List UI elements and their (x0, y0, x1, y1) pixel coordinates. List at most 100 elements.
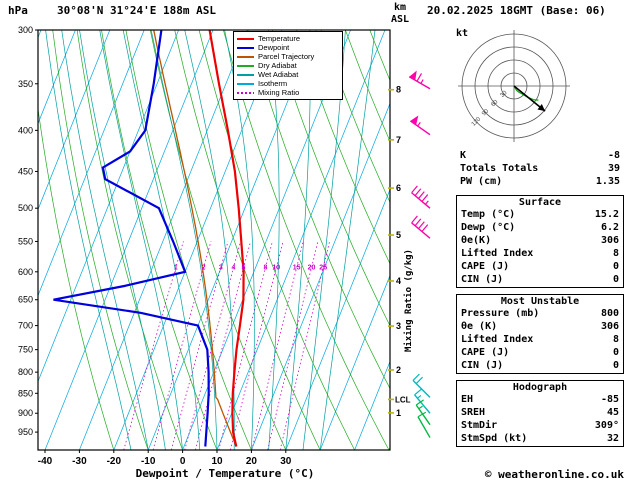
svg-text:120: 120 (471, 116, 483, 128)
stat-label: CIN (J) (461, 360, 504, 371)
svg-text:300: 300 (18, 25, 33, 35)
indices-table: K -8 Totals Totals 39 PW (cm) 1.35 (456, 150, 624, 189)
hodograph-table-title: Hodograph (512, 382, 568, 393)
stat-row: K -8 (456, 150, 624, 163)
svg-text:90: 90 (481, 108, 490, 117)
svg-text:-20: -20 (107, 456, 122, 467)
stat-label: PW (cm) (460, 176, 503, 187)
stat-label: K (460, 150, 467, 161)
stat-label: θe(K) (461, 235, 492, 246)
svg-text:7: 7 (396, 135, 401, 145)
stat-value: -85 (600, 394, 619, 405)
stat-row: θe(K) 306 (457, 235, 623, 248)
parcel-line-swatch (237, 55, 254, 58)
plot-frame (37, 29, 391, 451)
svg-text:30: 30 (500, 90, 509, 99)
station-title: 30°08'N 31°24'E 188m ASL (57, 4, 216, 17)
stat-label: CAPE (J) (461, 347, 510, 358)
legend-item-wet-adiabat: Wet Adiabat (237, 70, 339, 79)
surface-table-rows: Temp (°C) 15.2 Dewp (°C) 6.2 θe(K) 306 Lifted … (457, 209, 623, 287)
legend-item-parcel: Parcel Trajectory (237, 52, 339, 61)
temperature-line-swatch (237, 37, 254, 40)
legend-item-isotherm: Isotherm (237, 79, 339, 88)
svg-text:1: 1 (396, 408, 401, 418)
stat-row: StmSpd (kt) 32 (457, 433, 623, 446)
temperature-curve (208, 30, 245, 447)
hodograph-unit-label: kt (456, 28, 469, 39)
stat-row: Dewp (°C) 6.2 (457, 222, 623, 235)
mixing-ratio-line-swatch (237, 91, 254, 94)
dry-adiabat-line-swatch (237, 64, 254, 67)
stat-label: Lifted Index (461, 248, 534, 259)
stat-row: CAPE (J) 0 (457, 347, 623, 360)
stat-row: θe (K) 306 (457, 321, 623, 334)
surface-table-title: Surface (518, 197, 562, 208)
most-unstable-table: Most Unstable Pressure (mb) 800 θe (K) 306 L… (456, 294, 624, 374)
most-unstable-table-rows: Pressure (mb) 800 θe (K) 306 Lifted Index 8 CA… (457, 308, 623, 373)
stat-label: CIN (J) (461, 274, 504, 285)
svg-text:650: 650 (18, 295, 33, 305)
stat-label: Lifted Index (461, 334, 534, 345)
dewpoint-line-swatch (237, 46, 254, 49)
stat-value: 800 (600, 308, 619, 319)
x-axis-title: Dewpoint / Temperature (°C) (135, 467, 315, 480)
svg-text:8: 8 (396, 85, 401, 95)
svg-text:750: 750 (18, 345, 33, 355)
copyright: © weatheronline.co.uk (484, 468, 624, 481)
altitude-axis: 8 7 6 5 4 3 2 1 LCL (388, 85, 411, 418)
svg-text:30: 30 (280, 456, 292, 467)
asl-axis-label: ASL (391, 14, 410, 25)
stat-value: 309° (594, 420, 619, 431)
most-unstable-table-title: Most Unstable (500, 296, 580, 307)
svg-text:500: 500 (18, 203, 33, 213)
svg-text:-10: -10 (141, 456, 156, 467)
svg-text:3: 3 (396, 321, 401, 331)
stat-row: Lifted Index 8 (457, 334, 623, 347)
stat-value: 306 (600, 321, 619, 332)
svg-text:6: 6 (396, 183, 401, 193)
stat-row: StmDir 309° (457, 420, 623, 433)
svg-text:5: 5 (396, 230, 401, 240)
svg-text:10: 10 (272, 265, 280, 272)
svg-text:4: 4 (231, 265, 235, 272)
lcl-label: LCL (395, 395, 411, 404)
isotherm-line-swatch (237, 82, 254, 85)
svg-text:800: 800 (18, 367, 33, 377)
svg-text:10: 10 (211, 456, 223, 467)
mixing-ratio-lines (123, 241, 330, 450)
stat-value: 0 (612, 261, 619, 272)
svg-text:-40: -40 (38, 456, 53, 467)
stat-label: θe (K) (461, 321, 498, 332)
stat-row: CIN (J) 0 (457, 360, 623, 373)
stat-value: 0 (612, 347, 619, 358)
svg-text:8: 8 (264, 265, 268, 272)
svg-text:3: 3 (219, 265, 223, 272)
pressure-axis: 300 350 400 450 500 550 600 650 700 750 800 850 900 9… (18, 25, 38, 437)
stat-row: Pressure (mb) 800 (457, 308, 623, 321)
legend-item-temperature: Temperature (237, 34, 339, 43)
svg-text:900: 900 (18, 408, 33, 418)
chart-legend: Temperature Dewpoint Parcel Trajectory D… (233, 31, 343, 100)
stat-value: 6.2 (600, 222, 619, 233)
svg-text:2: 2 (396, 365, 401, 375)
svg-text:600: 600 (18, 267, 33, 277)
stat-label: StmSpd (kt) (461, 433, 528, 444)
stat-value: 0 (612, 274, 619, 285)
hodograph-table: Hodograph EH -85 SREH 45 StmDir 309° StmSpd (k… (456, 380, 624, 447)
svg-text:25: 25 (319, 265, 327, 272)
svg-text:4: 4 (396, 276, 401, 286)
stat-label: EH (461, 394, 474, 405)
stat-row: Temp (°C) 15.2 (457, 209, 623, 222)
stat-label: SREH (461, 407, 486, 418)
svg-text:850: 850 (18, 388, 33, 398)
svg-text:20: 20 (308, 265, 316, 272)
wet-adiabat-line-swatch (237, 73, 254, 76)
stat-row: EH -85 (457, 394, 623, 407)
stat-value: 39 (607, 163, 620, 174)
svg-text:15: 15 (293, 265, 301, 272)
svg-text:350: 350 (18, 79, 33, 89)
datetime-title: 20.02.2025 18GMT (Base: 06) (427, 4, 606, 17)
mixing-ratio-axis-title: Mixing Ratio (g/kg) (404, 249, 414, 352)
